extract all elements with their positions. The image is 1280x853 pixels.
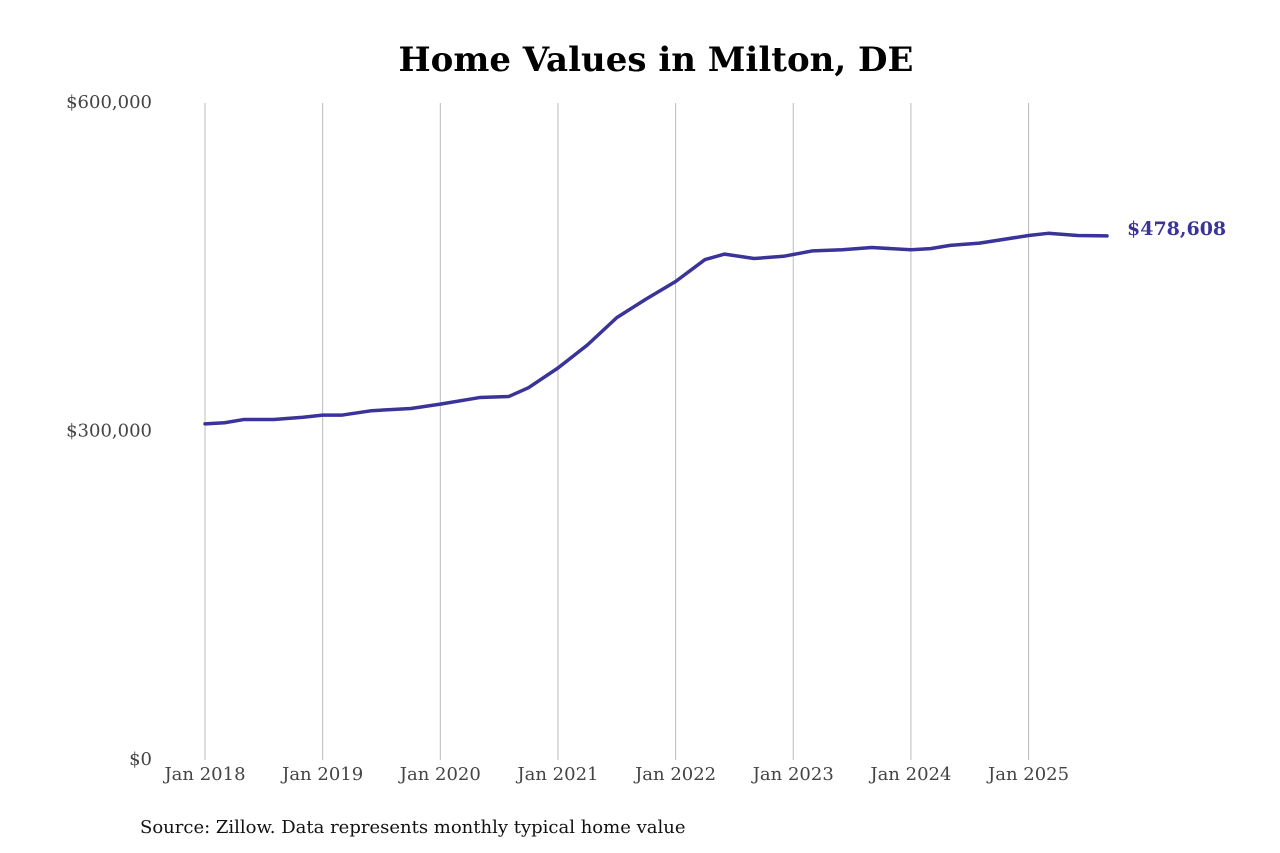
x-tick-label: Jan 2018: [162, 764, 245, 785]
x-tick-label: Jan 2019: [280, 764, 363, 785]
source-note: Source: Zillow. Data represents monthly …: [140, 817, 686, 838]
x-tick-label: Jan 2021: [515, 764, 598, 785]
x-tick-label: Jan 2020: [398, 764, 481, 785]
data-line: [203, 231, 1109, 426]
value-label: $478,608: [1127, 218, 1226, 240]
x-tick-label: Jan 2023: [751, 764, 834, 785]
y-tick-label: $300,000: [66, 421, 152, 442]
y-tick-label: $0: [129, 749, 152, 770]
chart-title: Home Values in Milton, DE: [399, 40, 914, 80]
y-tick-label: $600,000: [66, 92, 152, 113]
x-tick-label: Jan 2025: [986, 764, 1069, 785]
x-tick-label: Jan 2022: [633, 764, 716, 785]
x-tick-label: Jan 2024: [868, 764, 951, 785]
